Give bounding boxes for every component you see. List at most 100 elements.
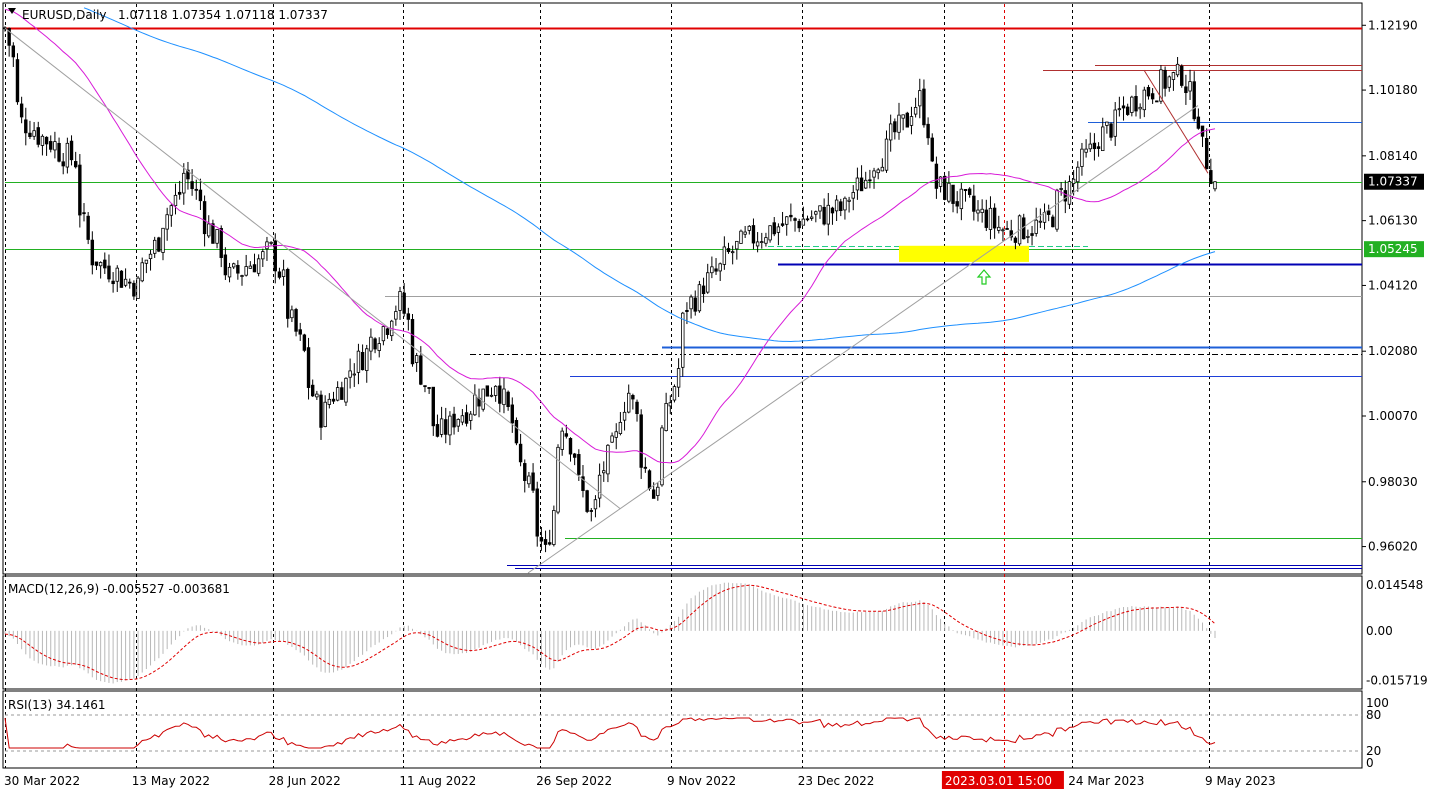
candle-body xyxy=(498,385,502,404)
candle-body xyxy=(980,208,984,213)
candle-body xyxy=(672,386,677,401)
candle-body xyxy=(664,403,668,431)
candle-body xyxy=(1059,188,1063,190)
candle-body xyxy=(797,220,801,229)
candle-body xyxy=(1096,146,1101,149)
date-tick-label: 9 Nov 2022 xyxy=(667,774,736,788)
candle-body xyxy=(481,388,485,410)
date-tick-label: 24 Mar 2023 xyxy=(1068,774,1144,788)
candle-body xyxy=(1192,81,1196,120)
candle-body xyxy=(1101,126,1105,152)
candle-body xyxy=(86,215,90,240)
candle-body xyxy=(123,278,128,286)
candle-body xyxy=(984,209,989,228)
candle-body xyxy=(826,204,830,225)
candle-body xyxy=(1067,181,1072,205)
price-tick-label: 1.12190 xyxy=(1368,18,1418,32)
candle-body xyxy=(231,263,236,268)
candle-body xyxy=(310,384,315,397)
candle-body xyxy=(1076,166,1080,183)
macd-tick-label: 0.00 xyxy=(1366,624,1393,638)
candle-body xyxy=(651,489,656,499)
candle-body xyxy=(597,474,602,499)
macd-tick-label: 0.014548 xyxy=(1366,578,1423,592)
candle-body xyxy=(281,269,286,277)
candle-body xyxy=(714,268,718,272)
candle-body xyxy=(53,141,57,151)
date-axis: 30 Mar 2022 13 May 2022 28 Jun 2022 11 Aug … xyxy=(4,771,1276,789)
candle-body xyxy=(1013,237,1018,243)
dropdown-triangle-icon[interactable] xyxy=(8,8,16,14)
candle-body xyxy=(1209,170,1213,185)
candle-body xyxy=(381,326,386,342)
candle-body xyxy=(177,191,182,195)
candle-body xyxy=(1150,93,1155,100)
candle-body xyxy=(115,267,119,282)
candle-body xyxy=(1042,212,1047,223)
candle-body xyxy=(560,430,564,450)
candle-body xyxy=(1204,137,1209,170)
candle-body xyxy=(685,309,689,312)
candle-body xyxy=(1155,100,1159,103)
candle-body xyxy=(726,248,731,253)
candle-body xyxy=(739,230,743,244)
candle-body xyxy=(681,312,685,368)
main-panel xyxy=(2,2,1363,575)
candle-body xyxy=(506,391,510,408)
candle-body xyxy=(697,284,702,312)
candle-body xyxy=(1180,65,1184,86)
date-tick-label: 30 Mar 2022 xyxy=(4,774,80,788)
candle-body xyxy=(40,135,45,146)
candle-body xyxy=(913,107,918,115)
price-tick-label: 1.10180 xyxy=(1368,83,1418,97)
candle-body xyxy=(880,166,885,172)
price-tick-label: 1.00070 xyxy=(1368,409,1418,423)
candle-body xyxy=(760,241,764,244)
candle-body xyxy=(909,116,914,126)
candle-body xyxy=(514,420,519,444)
candlesticks xyxy=(3,26,1217,553)
candle-body xyxy=(606,444,610,475)
candle-body xyxy=(198,189,203,202)
candle-body xyxy=(423,385,427,388)
candle-body xyxy=(884,138,889,171)
candle-body xyxy=(988,207,993,230)
candle-body xyxy=(215,229,219,244)
candle-body xyxy=(385,328,390,335)
candle-body xyxy=(140,262,144,282)
candle-body xyxy=(818,205,822,212)
candle-body xyxy=(918,90,922,107)
candle-body xyxy=(722,246,727,265)
candle-body xyxy=(219,228,223,258)
date-tick-label: 11 Aug 2022 xyxy=(399,774,476,788)
candle-body xyxy=(1030,233,1034,236)
candle-body xyxy=(751,225,756,244)
candle-body xyxy=(518,443,523,463)
candle-body xyxy=(464,412,469,424)
candle-body xyxy=(743,231,747,235)
candle-body xyxy=(452,413,456,428)
candle-body xyxy=(556,446,560,513)
candle-body xyxy=(49,141,53,150)
candle-body xyxy=(261,251,265,260)
candle-body xyxy=(589,510,593,512)
candle-body xyxy=(227,266,232,278)
candle-body xyxy=(581,476,585,491)
candle-body xyxy=(801,218,806,226)
price-tick-label: 1.06130 xyxy=(1368,214,1418,228)
time-marker-text: 2023.03.01 15:00 xyxy=(945,774,1052,788)
current-price-tag xyxy=(1364,173,1424,190)
symbol-label: EURUSD,Daily xyxy=(22,8,107,22)
candle-body xyxy=(930,137,934,162)
candle-body xyxy=(269,241,273,244)
candle-body xyxy=(402,292,406,314)
candle-body xyxy=(128,281,132,284)
candle-body xyxy=(543,539,548,545)
candle-body xyxy=(1038,220,1043,223)
candle-body xyxy=(132,282,136,297)
candle-body xyxy=(1121,105,1126,109)
candle-body xyxy=(1109,123,1113,138)
candle-body xyxy=(789,214,793,218)
